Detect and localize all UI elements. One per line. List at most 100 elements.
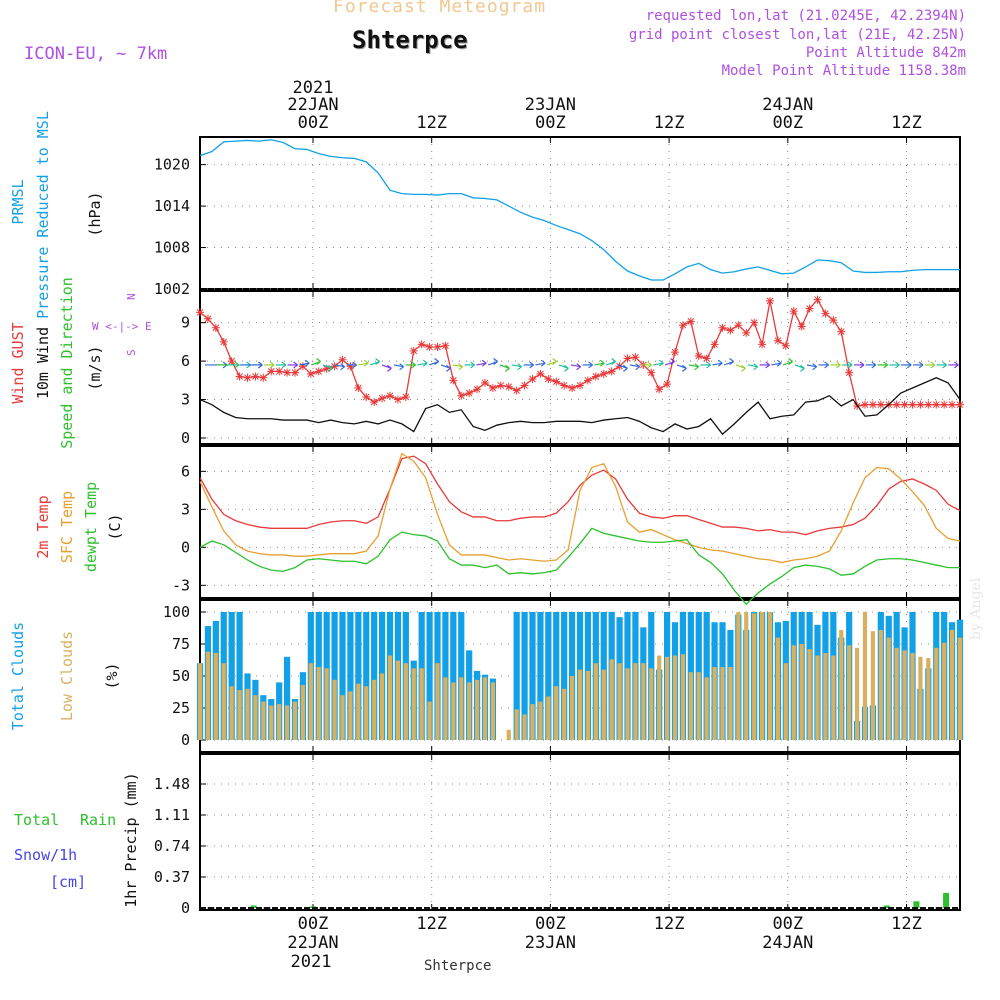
ytick-label: -3 [172, 576, 190, 594]
low-cloud-bar [395, 660, 401, 740]
ytick-label: 50 [172, 667, 190, 685]
ytick-label: 0 [181, 538, 190, 556]
low-cloud-bar [435, 663, 440, 740]
low-cloud-bar [585, 670, 591, 740]
low-cloud-bar [799, 644, 804, 740]
pressure-line [199, 139, 960, 281]
wind-arrowhead [611, 358, 616, 365]
gust-marker [631, 353, 640, 362]
wind-arrowhead [328, 364, 333, 372]
ylabel-total: Total [14, 811, 59, 829]
gust-marker [726, 326, 735, 335]
wind-arrowhead [293, 361, 298, 369]
wind-arrowhead [540, 359, 546, 367]
unit-mm: 1hr Precip (mm) [122, 772, 140, 907]
low-cloud-bar [601, 669, 606, 740]
low-cloud-bar [538, 701, 543, 740]
top-time-label: 00Z [772, 113, 803, 133]
gust-marker [591, 372, 600, 381]
gust-marker [457, 391, 466, 400]
ytick-label: 100 [163, 603, 190, 621]
wind-arrowhead [552, 358, 557, 365]
gust-marker [813, 295, 822, 304]
low-cloud-bar [221, 663, 226, 740]
gust-marker [718, 323, 727, 332]
low-cloud-bar [253, 695, 258, 740]
wind-arrow [712, 362, 723, 366]
panel-2 [199, 445, 961, 599]
low-cloud-bar [514, 709, 519, 740]
panel-0 [199, 136, 961, 290]
gust-marker [710, 340, 719, 349]
wind-arrowhead [363, 359, 369, 367]
low-cloud-bar [609, 659, 614, 740]
ytick-label: 1002 [154, 280, 190, 298]
low-cloud-bar [593, 663, 598, 740]
gust-marker [275, 367, 284, 376]
low-cloud-bar [340, 695, 345, 740]
low-cloud-bar [934, 647, 939, 740]
gust-marker [568, 384, 577, 393]
gust-marker [694, 351, 703, 360]
gust-marker [789, 307, 798, 316]
gust-marker [583, 376, 592, 385]
low-cloud-bar [316, 667, 321, 740]
ytick-label: 1008 [154, 239, 190, 257]
low-cloud-bar [284, 705, 290, 740]
wind-arrowhead [800, 364, 805, 372]
low-cloud-bar [815, 655, 820, 740]
wind-arrowhead [493, 358, 498, 365]
unit-ms: (m/s) [86, 345, 104, 390]
gust-marker [655, 385, 664, 394]
gust-marker [219, 337, 228, 346]
panel-frame [199, 290, 961, 445]
ylabel-total-clouds: Total Clouds [9, 622, 27, 730]
low-cloud-bar [680, 654, 686, 740]
ylabel-rain: Rain [80, 811, 116, 829]
low-cloud-bar [625, 668, 630, 740]
gust-marker [441, 341, 450, 350]
low-cloud-bar [633, 663, 638, 740]
wind-arrowhead [281, 361, 287, 369]
gust-marker [908, 400, 917, 409]
low-cloud-bar [672, 655, 678, 740]
gust-marker [291, 368, 299, 377]
low-cloud-bar [459, 677, 464, 740]
gust-marker [829, 316, 838, 325]
gust-marker [845, 368, 854, 377]
wind-arrowhead [599, 359, 605, 367]
wind-arrow [299, 362, 310, 366]
wind-arrow [535, 362, 546, 366]
gust-marker [663, 380, 672, 389]
wind-arrowhead [304, 359, 310, 367]
low-cloud-bar [728, 667, 733, 740]
low-cloud-bar [712, 667, 717, 740]
gust-marker [465, 389, 474, 398]
low-cloud-bar [791, 645, 796, 740]
low-cloud-bar [372, 679, 377, 740]
wind-arrowhead [422, 359, 428, 367]
low-cloud-bar [942, 642, 947, 740]
wind-arrow [393, 364, 404, 368]
gust-marker [948, 400, 957, 409]
low-cloud-bar [847, 645, 852, 740]
wind-arrowhead [387, 364, 392, 372]
ytick-label: 0 [181, 731, 190, 749]
total-cloud-bar [529, 612, 536, 740]
top-time-label: 00Z [535, 113, 566, 133]
gust-marker [678, 321, 687, 330]
low-cloud-bar [237, 690, 242, 740]
low-cloud-bar [918, 656, 923, 740]
gust-marker [766, 296, 774, 305]
wind-arrowhead [658, 359, 664, 367]
wind-arrowhead [269, 361, 275, 369]
total-cloud-bar [371, 612, 378, 740]
unit-pct: (%) [103, 662, 121, 689]
wind-arrowhead [694, 363, 700, 371]
wind-arrowhead [375, 358, 380, 365]
low-cloud-bar [657, 655, 662, 740]
gust-marker [528, 375, 537, 384]
low-cloud-bar [387, 655, 393, 740]
ytick-label: 1.11 [154, 806, 190, 824]
gust-marker [433, 342, 442, 351]
